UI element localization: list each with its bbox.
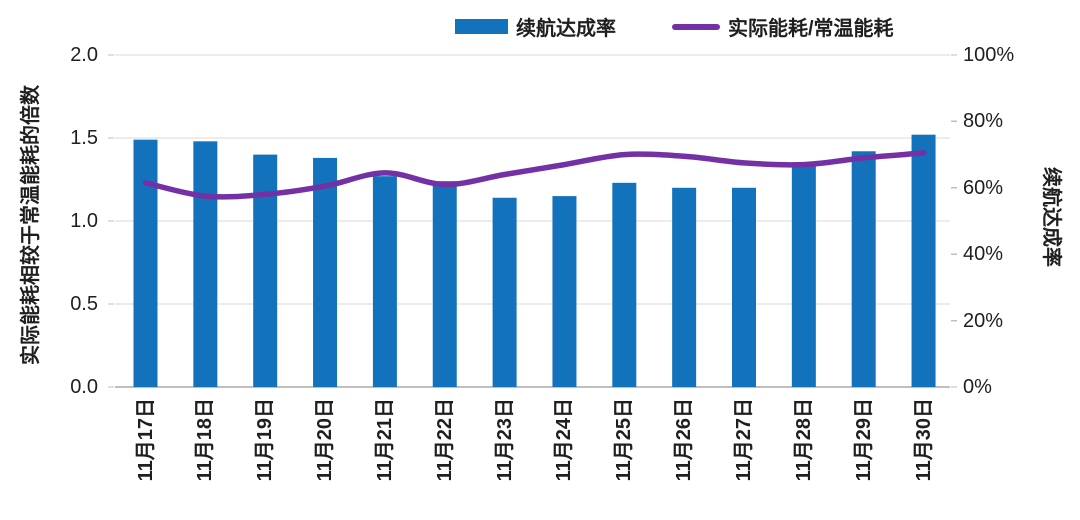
legend-item-line: 实际能耗/常温能耗 <box>672 12 894 41</box>
ratio-line <box>142 150 927 200</box>
bar-11月22日 <box>432 181 457 387</box>
bar-11月19日 <box>253 154 278 387</box>
x-axis-label: 11月19日 <box>254 398 277 482</box>
chart-legend: 续航达成率 实际能耗/常温能耗 <box>455 12 894 41</box>
x-axis-label: 11月28日 <box>792 398 815 482</box>
bar-11月18日 <box>193 141 218 387</box>
bar-11月28日 <box>791 166 816 387</box>
bar-11月17日 <box>133 139 158 387</box>
bar-11月27日 <box>732 187 756 387</box>
bar-11月23日 <box>492 197 517 387</box>
x-axis-label: 11月24日 <box>553 398 576 482</box>
right-axis-tick-label: 20% <box>963 309 1004 332</box>
x-axis-label: 11月27日 <box>733 398 755 482</box>
x-axis-label: 11月23日 <box>493 398 516 482</box>
right-axis-tick-label: 80% <box>963 110 1004 133</box>
bar-11月21日 <box>372 176 397 387</box>
x-axis-label: 11月26日 <box>673 398 696 482</box>
right-axis-title: 续航达成率 <box>1040 167 1062 267</box>
left-axis-tick-label: 2.0 <box>70 44 98 66</box>
bar-11月20日 <box>313 157 338 387</box>
bar-11月24日 <box>552 196 577 387</box>
left-axis-tick-label: 1.0 <box>70 210 98 232</box>
bar-11月30日 <box>911 134 936 387</box>
bar-11月26日 <box>672 187 697 387</box>
x-axis-label: 11月25日 <box>613 398 636 482</box>
x-axis-label: 11月21日 <box>373 398 396 482</box>
left-axis-tick-label: 1.5 <box>70 127 98 149</box>
x-axis-label: 11月20日 <box>314 398 337 482</box>
right-axis-tick-label: 60% <box>963 176 1004 199</box>
right-axis-tick-label: 100% <box>963 44 1015 66</box>
x-axis-label: 11月18日 <box>194 398 217 482</box>
x-axis-label: 11月22日 <box>433 398 456 482</box>
legend-label-bar: 续航达成率 <box>516 18 616 40</box>
legend-item-bar: 续航达成率 <box>455 12 616 41</box>
bar-11月29日 <box>851 151 876 387</box>
right-axis-tick-label: 40% <box>963 243 1004 266</box>
x-axis-label: 11月17日 <box>134 398 157 482</box>
x-axis-label: 11月29日 <box>852 398 875 482</box>
bar-11月25日 <box>612 182 637 387</box>
right-axis-tick-label: 0% <box>963 376 992 398</box>
left-axis-tick-label: 0.5 <box>70 293 98 315</box>
legend-label-line: 实际能耗/常温能耗 <box>728 18 894 40</box>
line-swatch-icon <box>672 23 720 30</box>
x-axis-label: 11月30日 <box>912 398 935 482</box>
left-axis-tick-label: 0.0 <box>70 376 98 398</box>
bar-swatch-icon <box>455 19 508 34</box>
